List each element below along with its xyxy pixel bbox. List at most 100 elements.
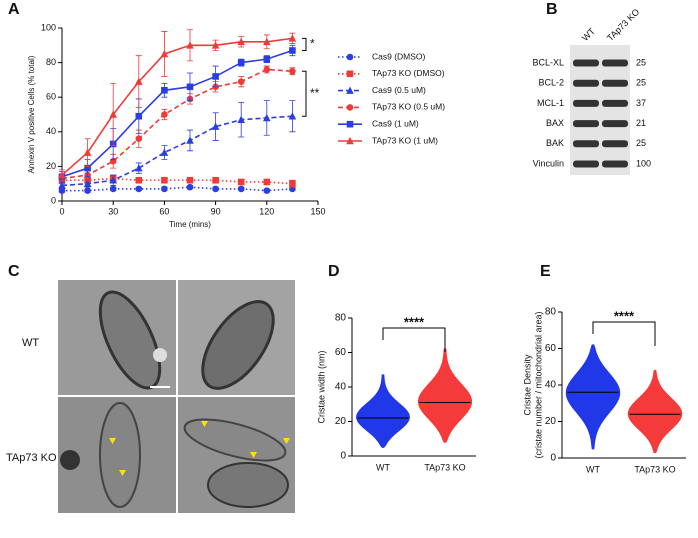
violin	[565, 344, 621, 450]
y-tick-label: 60	[335, 347, 347, 358]
y-tick-label: 20	[545, 416, 557, 427]
marker	[135, 112, 143, 120]
marker	[109, 176, 117, 184]
marker	[237, 37, 245, 46]
marker	[288, 34, 297, 42]
x-tick-label: 0	[59, 206, 64, 216]
legend-label: Cas9 (DMSO)	[372, 51, 426, 61]
y-tick-label: 60	[545, 343, 557, 354]
y-tick-label: 20	[335, 416, 347, 427]
marker	[346, 136, 354, 145]
marker	[237, 59, 245, 66]
y-axis-label: Cristae width (nm)	[316, 350, 326, 423]
y-tick-label: 80	[545, 307, 557, 318]
vesicle	[153, 348, 167, 362]
marker	[211, 122, 220, 130]
marker	[288, 112, 297, 120]
y-tick-label: 20	[46, 161, 56, 171]
x-tick-label: WT	[376, 462, 390, 472]
micrographs: WT TAp73 KO	[6, 280, 295, 513]
marker	[84, 164, 91, 172]
protein-label: BCL-XL	[532, 57, 564, 67]
legend-label: TAp73 KO (1 uM)	[372, 135, 438, 145]
marker	[135, 176, 143, 184]
x-tick-label: 30	[108, 206, 118, 216]
protein-label: MCL-1	[537, 98, 564, 108]
marker	[109, 185, 117, 193]
marker-label: 37	[636, 98, 646, 108]
marker	[161, 176, 168, 184]
marker	[289, 47, 296, 54]
marker	[346, 70, 354, 78]
series-line	[61, 49, 293, 178]
y-axis-label: Annexin V positive Cells (% total)	[27, 55, 36, 173]
y-tick-label: 0	[340, 451, 346, 462]
marker	[161, 111, 168, 118]
marker	[237, 178, 245, 186]
y-axis-label: (cristae number / mitochondrial area)	[533, 311, 543, 458]
marker	[161, 185, 168, 193]
marker	[289, 67, 296, 75]
y-tick-label: 80	[335, 313, 347, 324]
protein-label: BCL-2	[538, 78, 564, 88]
y-tick-label: 80	[46, 57, 56, 67]
band	[602, 79, 628, 87]
x-tick-label: 150	[310, 206, 325, 216]
marker	[212, 185, 219, 193]
panel-label: B	[546, 1, 558, 18]
band	[573, 59, 599, 67]
significance-label: ****	[404, 314, 425, 329]
panel-label: D	[328, 263, 340, 280]
marker	[135, 77, 143, 85]
marker	[346, 120, 354, 128]
marker	[135, 135, 143, 143]
western-blot: WT TAp73 KO BCL-XL 25 BCL-2 25 MCL-1 37 BAX 21 BAK…	[532, 7, 651, 175]
marker	[135, 185, 143, 193]
band	[573, 140, 599, 148]
marker	[263, 37, 271, 46]
band	[573, 160, 599, 168]
marker	[346, 104, 354, 111]
marker	[212, 73, 219, 80]
panel-label: A	[8, 1, 20, 18]
marker-label: 25	[636, 57, 646, 67]
violin	[417, 348, 473, 443]
legend-label: TAp73 KO (0.5 uM)	[372, 102, 445, 112]
x-tick-label: 60	[159, 206, 169, 216]
blot-background	[570, 45, 630, 175]
y-axis-label: Cristae Density	[522, 354, 532, 416]
series-line	[61, 115, 293, 187]
marker	[83, 148, 92, 156]
marker-label: 25	[636, 78, 646, 88]
band	[602, 120, 628, 128]
y-tick-label: 0	[550, 453, 556, 464]
marker	[161, 86, 168, 94]
x-tick-label: TAp73 KO	[424, 462, 465, 472]
significance-bracket	[592, 321, 656, 346]
band	[573, 120, 599, 128]
marker	[58, 170, 66, 179]
band	[602, 59, 628, 67]
legend-label: TAp73 KO (DMSO)	[372, 68, 445, 78]
marker	[346, 53, 354, 61]
marker	[289, 180, 296, 187]
mitochondrion	[99, 402, 141, 508]
series-line	[61, 37, 293, 176]
marker-label: 100	[636, 158, 651, 168]
marker	[109, 110, 117, 118]
marker	[84, 187, 91, 194]
marker	[186, 83, 194, 91]
y-tick-label: 100	[41, 22, 56, 32]
marker	[160, 49, 169, 58]
marker	[186, 176, 194, 184]
x-axis-label: Time (mins)	[169, 220, 211, 229]
marker	[186, 41, 194, 49]
marker	[160, 148, 169, 156]
band	[573, 79, 599, 87]
marker-label: 25	[636, 138, 646, 148]
vesicle	[60, 450, 80, 470]
y-tick-label: 40	[335, 382, 347, 393]
y-tick-label: 40	[545, 380, 557, 391]
y-tick-label: 60	[46, 92, 56, 102]
